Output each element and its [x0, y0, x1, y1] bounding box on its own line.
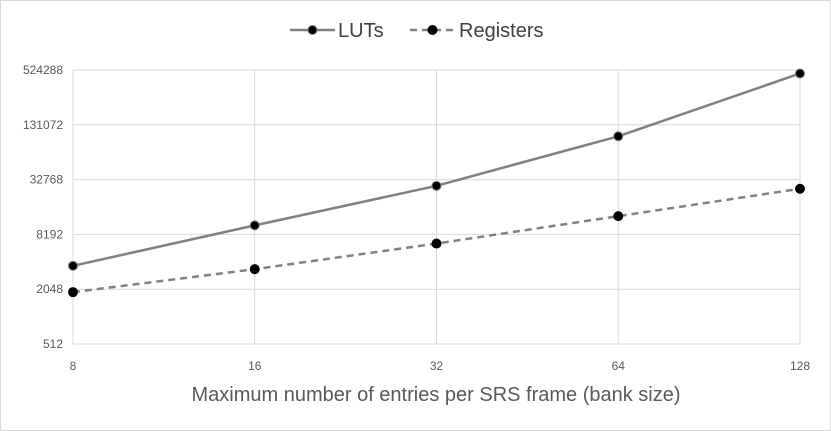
x-tick-label: 8	[70, 359, 77, 373]
data-point-registers	[613, 211, 624, 222]
x-axis-tick-labels: 8 16 32 64 128	[70, 359, 811, 373]
x-axis-title: Maximum number of entries per SRS frame …	[191, 384, 680, 406]
y-tick-label: 524288	[23, 63, 63, 77]
data-point-registers	[431, 238, 442, 249]
y-tick-label: 32768	[30, 173, 64, 187]
x-tick-label: 128	[790, 359, 810, 373]
data-point-registers	[249, 264, 260, 275]
legend: LUTs Registers	[290, 20, 543, 42]
series-registers	[68, 183, 805, 298]
gridlines	[72, 69, 801, 345]
legend-registers-label: Registers	[459, 20, 543, 42]
x-tick-label: 64	[612, 359, 626, 373]
data-point-luts	[249, 220, 260, 231]
data-point-luts	[431, 180, 442, 191]
y-tick-label: 512	[43, 337, 63, 351]
data-point-luts	[68, 260, 78, 271]
data-point-registers	[795, 183, 805, 194]
data-point-luts	[613, 131, 624, 142]
y-axis-tick-labels: 512 2048 8192 32768 131072 524288	[23, 63, 63, 351]
y-tick-label: 131072	[23, 118, 63, 132]
series-luts	[68, 68, 805, 271]
y-tick-label: 8192	[36, 227, 63, 241]
y-tick-label: 2048	[36, 282, 63, 296]
legend-luts-label: LUTs	[338, 20, 384, 42]
x-tick-label: 32	[430, 359, 444, 373]
data-point-luts	[795, 68, 805, 79]
data-point-registers	[68, 287, 78, 298]
x-tick-label: 16	[248, 359, 262, 373]
legend-registers-marker	[427, 25, 438, 35]
series-layer	[68, 68, 805, 298]
legend-luts-marker	[307, 25, 318, 35]
